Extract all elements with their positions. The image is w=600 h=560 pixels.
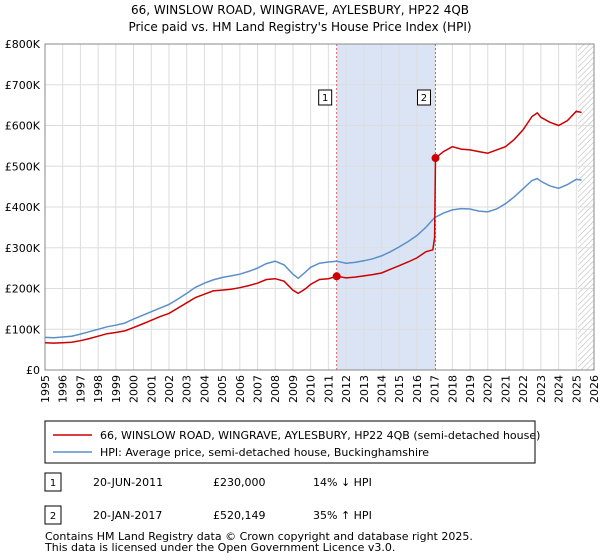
x-tick-label: 2002 bbox=[163, 375, 176, 403]
footer-copyright: Contains HM Land Registry data © Crown c… bbox=[45, 530, 473, 543]
x-tick-label: 2004 bbox=[198, 375, 211, 403]
x-tick-label: 2017 bbox=[429, 375, 442, 403]
x-tick-label: 2006 bbox=[234, 375, 247, 403]
legend-hpi-label: HPI: Average price, semi-detached house,… bbox=[100, 446, 429, 459]
y-tick-label: £600K bbox=[5, 120, 41, 133]
y-tick-label: £200K bbox=[5, 283, 41, 296]
x-tick-label: 2016 bbox=[411, 375, 424, 403]
sale-label: 1 bbox=[322, 93, 328, 104]
x-tick-label: 2011 bbox=[322, 375, 335, 403]
sale-point bbox=[332, 272, 341, 281]
transaction-number: 1 bbox=[50, 478, 56, 489]
x-tick-label: 2005 bbox=[216, 375, 229, 403]
transaction-date: 20-JUN-2011 bbox=[93, 476, 163, 489]
transaction-date: 20-JAN-2017 bbox=[93, 509, 162, 522]
plot-frame bbox=[44, 43, 595, 371]
y-tick-label: £100K bbox=[5, 323, 41, 336]
x-tick-label: 2009 bbox=[287, 375, 300, 403]
y-tick-label: £0 bbox=[26, 364, 40, 377]
x-tick-label: 2003 bbox=[181, 375, 194, 403]
transaction-row: 2 20-JAN-2017 £520,149 35% ↑ HPI bbox=[44, 505, 372, 525]
transaction-price: £230,000 bbox=[213, 476, 266, 489]
x-tick-label: 2007 bbox=[252, 375, 265, 403]
x-tick-label: 1995 bbox=[39, 375, 52, 403]
x-tick-label: 2026 bbox=[588, 375, 600, 403]
x-tick-label: 2019 bbox=[464, 375, 477, 403]
x-tick-label: 2013 bbox=[358, 375, 371, 403]
x-tick-label: 2023 bbox=[535, 375, 548, 403]
footer-licence: This data is licensed under the Open Gov… bbox=[45, 541, 396, 554]
x-tick-label: 1999 bbox=[110, 375, 123, 403]
x-tick-label: 1996 bbox=[57, 375, 70, 403]
x-tick-label: 2015 bbox=[393, 375, 406, 403]
hpi-line bbox=[44, 177, 582, 339]
y-tick-label: £500K bbox=[5, 160, 41, 173]
x-tick-label: 2014 bbox=[375, 375, 388, 403]
x-tick-label: 2008 bbox=[269, 375, 282, 403]
transaction-hpi-diff: 35% ↑ HPI bbox=[313, 509, 372, 522]
transaction-number-box bbox=[44, 505, 62, 525]
transaction-hpi-diff: 14% ↓ HPI bbox=[313, 476, 372, 489]
transaction-price: £520,149 bbox=[213, 509, 266, 522]
x-tick-label: 2022 bbox=[517, 375, 530, 403]
legend-property-label: 66, WINSLOW ROAD, WINGRAVE, AYLESBURY, H… bbox=[100, 429, 540, 442]
transaction-number: 2 bbox=[50, 511, 56, 522]
x-tick-label: 2000 bbox=[128, 375, 141, 403]
legend-box bbox=[44, 420, 536, 464]
footer: Contains HM Land Registry data © Crown c… bbox=[45, 531, 473, 553]
sale-label-box bbox=[416, 89, 431, 106]
sale-label-box bbox=[318, 89, 333, 106]
chart-subtitle: Price paid vs. HM Land Registry's House … bbox=[128, 20, 471, 34]
chart-title: 66, WINSLOW ROAD, WINGRAVE, AYLESBURY, H… bbox=[131, 3, 469, 17]
x-tick-label: 2024 bbox=[553, 375, 566, 403]
y-tick-label: £800K bbox=[5, 38, 41, 51]
sale-point bbox=[431, 154, 440, 163]
x-tick-label: 1998 bbox=[92, 375, 105, 403]
property-price-line bbox=[44, 110, 582, 344]
plot-area: 1 2 £0 £100K £200K £300K £400K £500K £600K £700K £… bbox=[5, 38, 600, 403]
x-tick-label: 2021 bbox=[499, 375, 512, 403]
x-tick-label: 2001 bbox=[145, 375, 158, 403]
x-tick-label: 2025 bbox=[570, 375, 583, 403]
x-tick-label: 1997 bbox=[74, 375, 87, 403]
x-tick-label: 2012 bbox=[340, 375, 353, 403]
x-tick-label: 2010 bbox=[305, 375, 318, 403]
y-tick-label: £400K bbox=[5, 201, 41, 214]
x-tick-label: 2018 bbox=[446, 375, 459, 403]
transaction-number-box bbox=[44, 472, 62, 492]
x-tick-label: 2020 bbox=[482, 375, 495, 403]
transaction-row: 1 20-JUN-2011 £230,000 14% ↓ HPI bbox=[44, 472, 372, 492]
y-tick-label: £700K bbox=[5, 79, 41, 92]
sale-label: 2 bbox=[421, 93, 427, 104]
y-tick-label: £300K bbox=[5, 242, 41, 255]
